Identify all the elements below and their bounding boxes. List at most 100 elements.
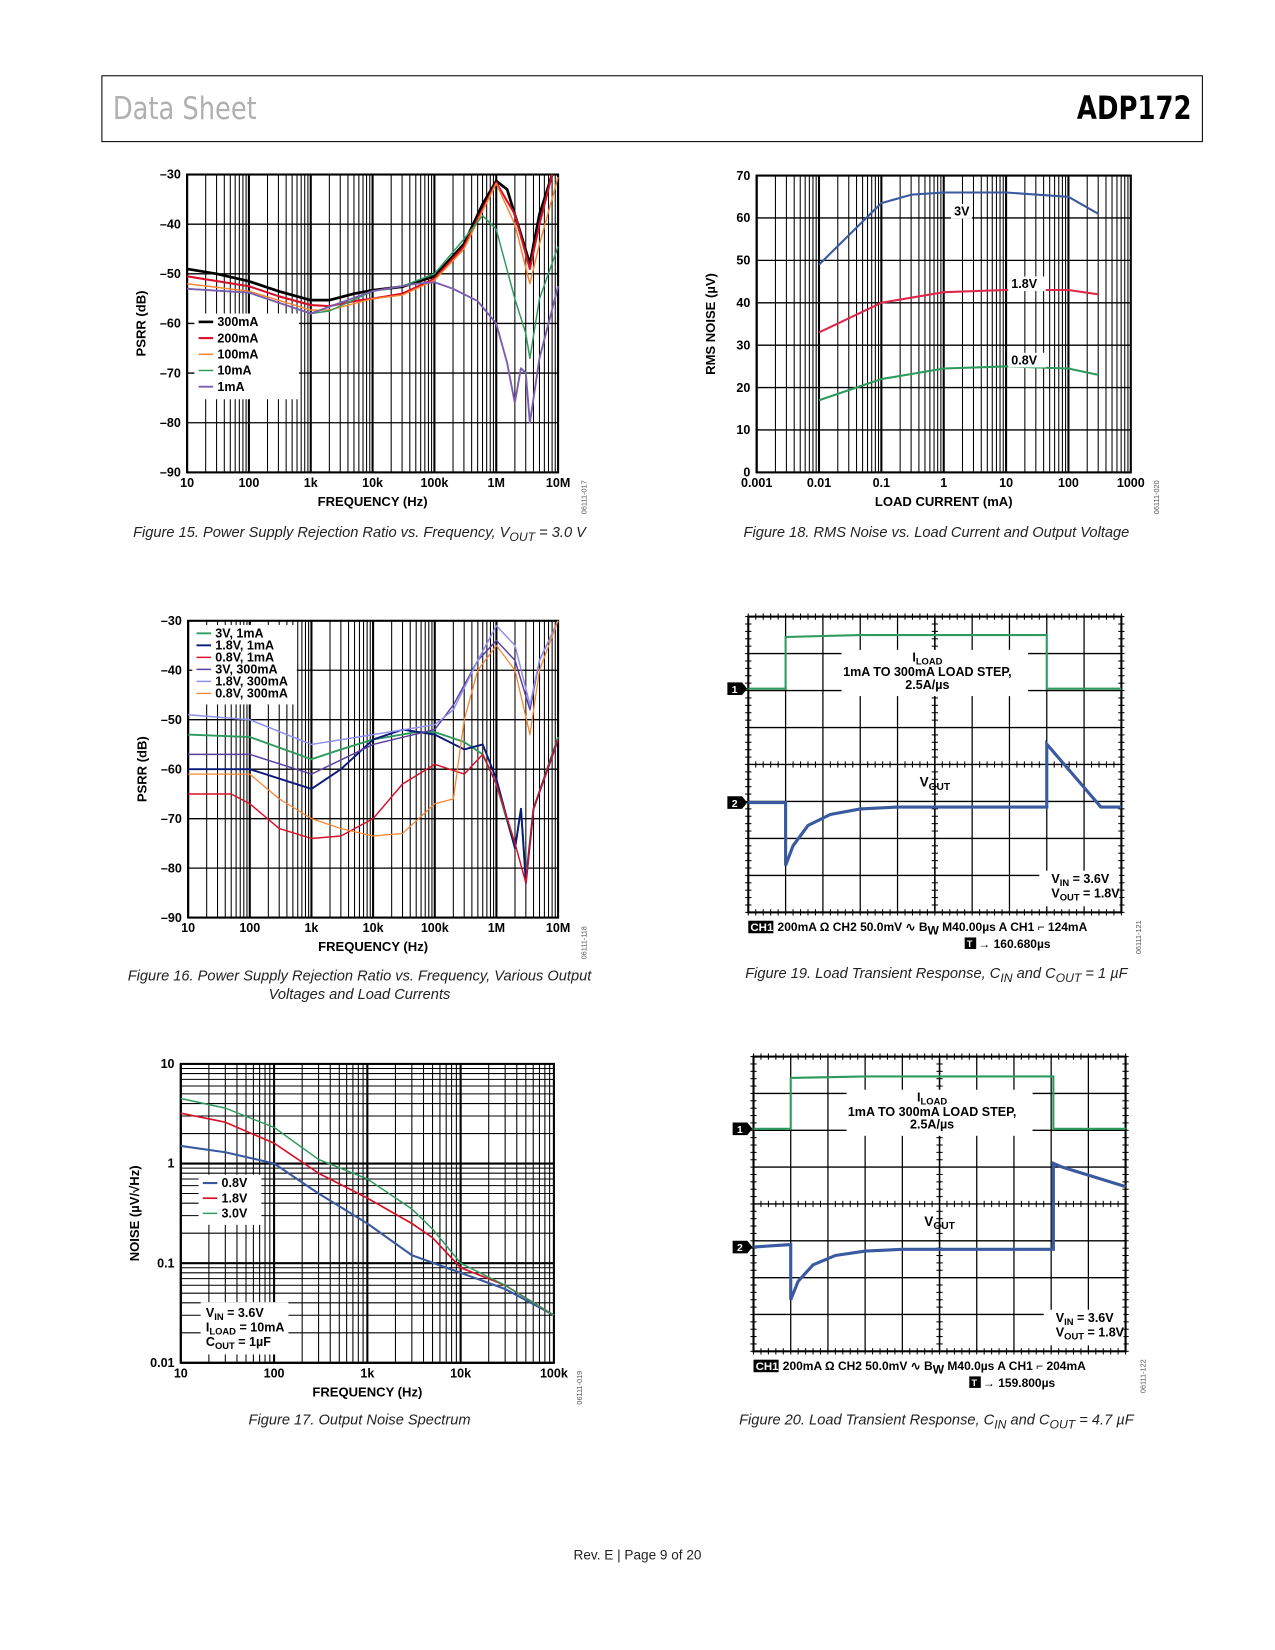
figure-code: 06111-017: [579, 480, 588, 514]
y-tick-label: –30: [161, 614, 182, 628]
ch1-badge: CH1: [750, 922, 774, 934]
legend-box: [192, 624, 297, 705]
figure-20-caption: Figure 20. Load Transient Response, CIN …: [675, 1410, 1198, 1435]
y-tick-label: –30: [160, 168, 181, 182]
figure-17-caption: Figure 17. Output Noise Spectrum: [98, 1410, 621, 1429]
y-tick-label: –50: [160, 267, 181, 281]
y-tick-label: 20: [736, 381, 750, 395]
label-bg: [846, 1089, 1033, 1136]
load-step-label: 1mA TO 300mA LOAD STEP,: [848, 1105, 1017, 1119]
iload-label: ILOAD: [912, 651, 942, 667]
test-condition-label: COUT = 1µF: [206, 1335, 271, 1351]
slew-rate-label: 2.5A/µs: [905, 678, 949, 692]
caption-text: = 4.7 µF: [1075, 1410, 1134, 1428]
trigger-badge-bg: [969, 1376, 981, 1388]
x-axis-label: FREQUENCY (Hz): [318, 939, 428, 954]
y-tick-label: –50: [161, 713, 182, 727]
x-tick-label: 1M: [488, 476, 505, 490]
x-axis-label: FREQUENCY (Hz): [318, 494, 428, 509]
legend-label: 3V, 1mA: [215, 627, 263, 641]
test-condition-label: ILOAD = 10mA: [206, 1320, 285, 1336]
figure-15-caption: Figure 15. Power Supply Rejection Ratio …: [98, 523, 621, 548]
plot-frame: [755, 174, 1132, 474]
trace-ch1: [748, 634, 1122, 690]
channel-marker-label: 2: [732, 799, 738, 810]
x-tick-label: 1: [940, 476, 947, 490]
series-line-200mA: [186, 174, 554, 308]
scope-settings: 200mA Ω CH2 50.0mV ∿ BW M40.0µs A CH1 ⌐ …: [783, 1359, 1086, 1376]
series-inline-label: 3V: [954, 205, 970, 219]
caption-sub: IN: [994, 1417, 1007, 1432]
legend-label: 1.8V, 300mA: [215, 675, 288, 689]
inline-label-bg: [951, 204, 972, 219]
inline-label-bg: [1008, 276, 1046, 292]
series-line-3V-300mA: [188, 620, 559, 775]
scope-frame: [747, 615, 1123, 914]
legend-label: 3.0V: [222, 1207, 248, 1221]
y-tick-label: –80: [160, 416, 181, 430]
series-line-3V: [818, 191, 1099, 266]
y-tick-label: 50: [736, 254, 750, 268]
label-bg: [841, 649, 1029, 697]
x-tick-label: 10: [174, 1366, 188, 1380]
trace-ch1: [753, 1075, 1126, 1130]
figure-code: 06111-121: [1134, 920, 1143, 954]
caption-sub: IN: [1000, 971, 1013, 986]
iload-label: ILOAD: [917, 1090, 947, 1106]
trace-ch2: [753, 1161, 1127, 1301]
y-tick-label: –70: [161, 812, 182, 826]
caption-text: Figure 17. Output Noise Spectrum: [248, 1410, 471, 1428]
trigger-badge: T: [971, 1377, 977, 1388]
y-tick-label: 0.01: [150, 1356, 174, 1370]
series-line-0-8V: [180, 1144, 555, 1317]
channel-marker-label: 1: [732, 685, 738, 696]
y-axis-label: PSRR (dB): [134, 736, 149, 802]
y-tick-label: –40: [160, 217, 181, 231]
y-axis-label: PSRR (dB): [133, 290, 148, 356]
figure-19-caption: Figure 19. Load Transient Response, CIN …: [675, 964, 1198, 989]
channel-marker-label: 2: [737, 1243, 743, 1254]
figure-code: 06111-019: [575, 1371, 584, 1405]
x-tick-label: 100k: [540, 1366, 568, 1380]
legend-label: 1.8V, 1mA: [215, 639, 274, 653]
series-line-1-8V: [180, 1112, 555, 1316]
figure-code: 06111-122: [1138, 1359, 1147, 1393]
channel-marker: [732, 1240, 753, 1254]
series-line-0-8V-300mA: [188, 620, 559, 837]
inline-label-bg: [1008, 352, 1046, 368]
caption-sub: OUT: [1049, 1417, 1076, 1432]
caption-sub: OUT: [509, 530, 536, 545]
fig15-chart: 300mA 200mA 100mA 10mA 1mA 10 100 1k 10k 100k 1M 10…: [133, 168, 588, 514]
vin-label: VIN = 3.6V: [1056, 1311, 1114, 1327]
caption-text: Figure 19. Load Transient Response, C: [745, 964, 1001, 982]
x-tick-label: 10M: [546, 921, 570, 935]
vout-value-label: VOUT = 1.8V: [1056, 1325, 1125, 1341]
series-line-1-8V-300mA: [188, 620, 559, 746]
y-tick-label: –60: [161, 762, 182, 776]
legend-label: 1mA: [217, 380, 244, 394]
legend-label: 1.8V: [222, 1191, 248, 1205]
series-line-1-8V-1mA: [188, 728, 559, 884]
caption-text: = 3.0 V: [535, 523, 586, 541]
y-tick-label: –90: [160, 466, 181, 480]
legend-label: 100mA: [217, 347, 258, 361]
x-tick-label: 10: [180, 476, 194, 490]
test-condition-label: VIN = 3.6V: [206, 1306, 264, 1322]
scope-settings: 200mA Ω CH2 50.0mV ∿ BW M40.00µs A CH1 ⌐…: [778, 920, 1088, 937]
caption-text: Figure 20. Load Transient Response, C: [739, 1410, 995, 1428]
x-tick-label: 1000: [1117, 476, 1145, 490]
x-tick-label: 10k: [362, 476, 383, 490]
page-header: Data Sheet ADP172: [101, 75, 1203, 143]
legend-label: 0.8V: [222, 1176, 248, 1190]
x-tick-label: 1k: [304, 476, 318, 490]
series-inline-label: 1.8V: [1011, 277, 1037, 291]
x-axis-label: LOAD CURRENT (mA): [875, 494, 1013, 509]
channel-marker: [727, 796, 748, 809]
legend-label: 0.8V, 300mA: [215, 687, 288, 701]
figure-code: 06111-020: [1152, 480, 1161, 514]
legend-box: [194, 313, 299, 400]
